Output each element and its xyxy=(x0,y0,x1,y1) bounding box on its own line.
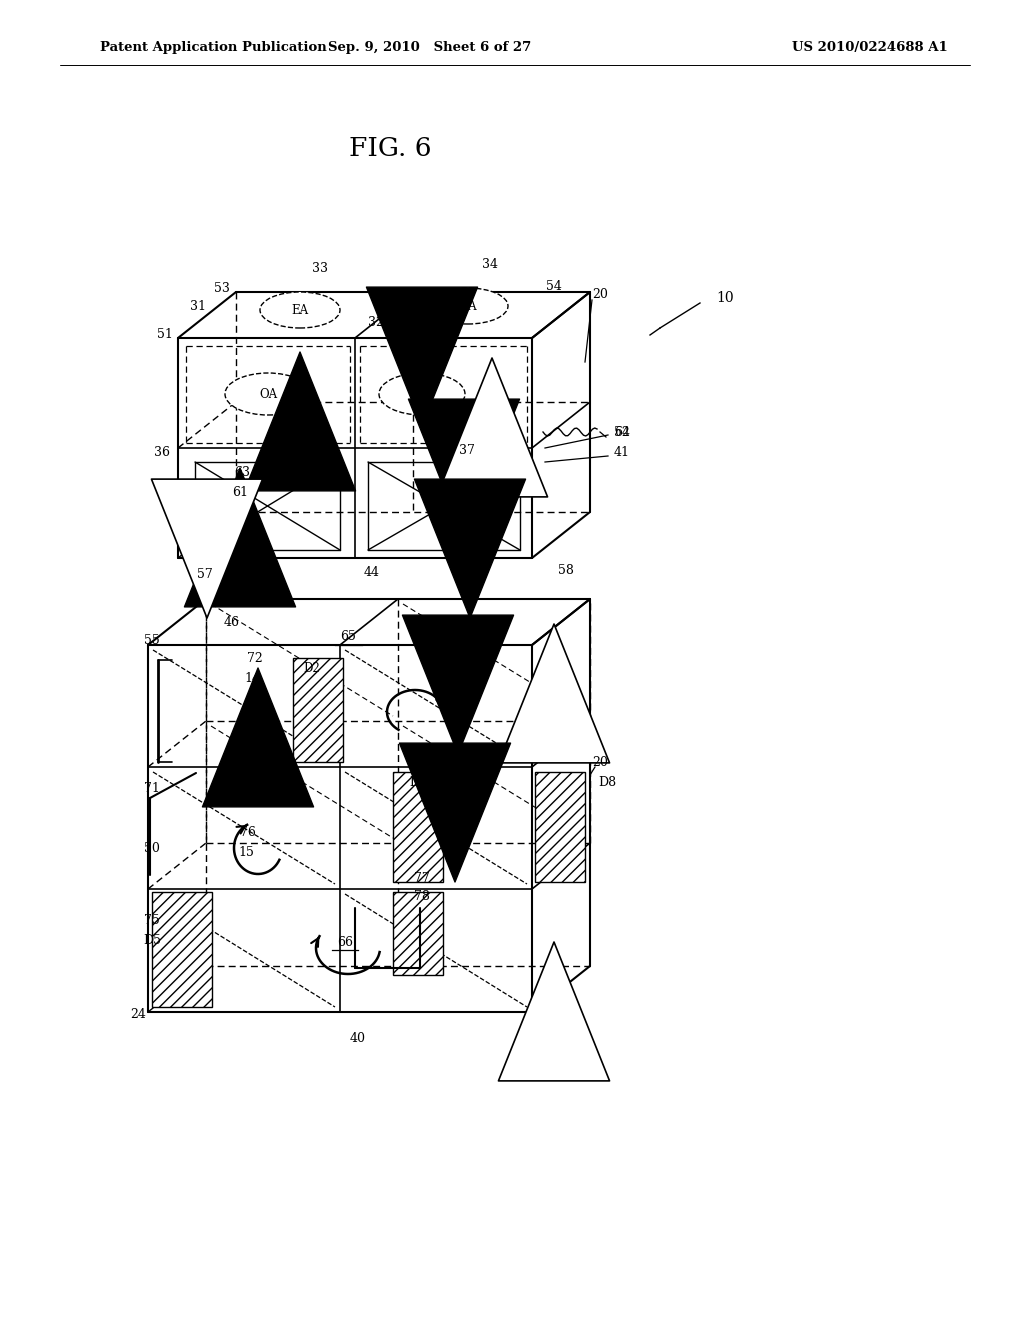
Text: D8: D8 xyxy=(598,776,616,788)
Text: 76: 76 xyxy=(240,825,256,838)
Text: Patent Application Publication: Patent Application Publication xyxy=(100,41,327,54)
Text: 54: 54 xyxy=(546,280,562,293)
Text: 37: 37 xyxy=(459,444,475,457)
Text: 40: 40 xyxy=(350,1031,366,1044)
Bar xyxy=(393,772,443,882)
Ellipse shape xyxy=(428,288,508,323)
Text: 56: 56 xyxy=(438,656,454,669)
Text: 53: 53 xyxy=(214,281,230,294)
Text: 73: 73 xyxy=(412,755,428,768)
Text: 34: 34 xyxy=(482,257,498,271)
Text: 45: 45 xyxy=(464,565,480,578)
Text: 20: 20 xyxy=(592,755,608,768)
Text: 41: 41 xyxy=(614,446,630,459)
Text: RA: RA xyxy=(414,388,431,400)
Text: 72: 72 xyxy=(247,652,263,664)
Text: 78: 78 xyxy=(414,891,430,903)
Text: 74: 74 xyxy=(452,677,468,690)
Text: 31: 31 xyxy=(190,300,206,313)
Text: D2: D2 xyxy=(304,661,321,675)
Text: 50: 50 xyxy=(144,842,160,854)
Text: 46: 46 xyxy=(224,616,240,630)
Text: 55: 55 xyxy=(144,634,160,647)
Text: 47: 47 xyxy=(416,631,432,644)
Text: 63: 63 xyxy=(234,466,250,479)
Text: D3: D3 xyxy=(410,776,426,788)
Text: OA: OA xyxy=(259,388,278,400)
Text: 36: 36 xyxy=(154,446,170,458)
Bar xyxy=(393,892,443,975)
Text: 58: 58 xyxy=(558,564,573,577)
Text: Sep. 9, 2010   Sheet 6 of 27: Sep. 9, 2010 Sheet 6 of 27 xyxy=(329,41,531,54)
Text: 10: 10 xyxy=(716,290,734,305)
Ellipse shape xyxy=(379,374,465,414)
Text: 66: 66 xyxy=(337,936,353,949)
Text: EA: EA xyxy=(292,304,308,317)
Text: 33: 33 xyxy=(312,261,328,275)
Bar xyxy=(535,772,585,882)
Text: 32: 32 xyxy=(368,317,384,330)
Text: D5: D5 xyxy=(143,933,161,946)
Text: 71: 71 xyxy=(144,781,160,795)
Ellipse shape xyxy=(225,374,311,414)
Text: 52: 52 xyxy=(614,425,630,438)
Text: 65: 65 xyxy=(340,631,356,644)
Text: 15: 15 xyxy=(238,846,254,858)
Bar xyxy=(152,892,212,1007)
Text: 62: 62 xyxy=(458,487,474,499)
Text: SA: SA xyxy=(460,300,476,313)
Bar xyxy=(293,657,343,762)
Text: US 2010/0224688 A1: US 2010/0224688 A1 xyxy=(793,41,948,54)
Text: FIG. 6: FIG. 6 xyxy=(349,136,431,161)
Text: 64: 64 xyxy=(614,425,630,438)
Text: 44: 44 xyxy=(364,565,380,578)
Text: 24: 24 xyxy=(130,1008,146,1022)
Text: 20: 20 xyxy=(592,289,608,301)
Text: 57: 57 xyxy=(198,569,213,582)
Text: 51: 51 xyxy=(157,327,173,341)
Text: 77: 77 xyxy=(414,871,430,884)
Text: 14: 14 xyxy=(244,672,260,685)
Ellipse shape xyxy=(260,292,340,327)
Text: 75: 75 xyxy=(144,913,160,927)
Text: 61: 61 xyxy=(232,487,248,499)
